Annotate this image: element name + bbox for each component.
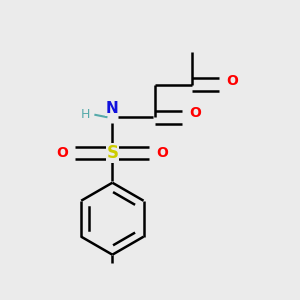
Text: O: O	[157, 146, 168, 160]
Text: O: O	[226, 74, 238, 88]
Text: N: N	[106, 100, 119, 116]
Text: O: O	[56, 146, 68, 160]
Text: S: S	[106, 144, 119, 162]
Text: O: O	[189, 106, 201, 120]
Text: H: H	[80, 107, 90, 121]
